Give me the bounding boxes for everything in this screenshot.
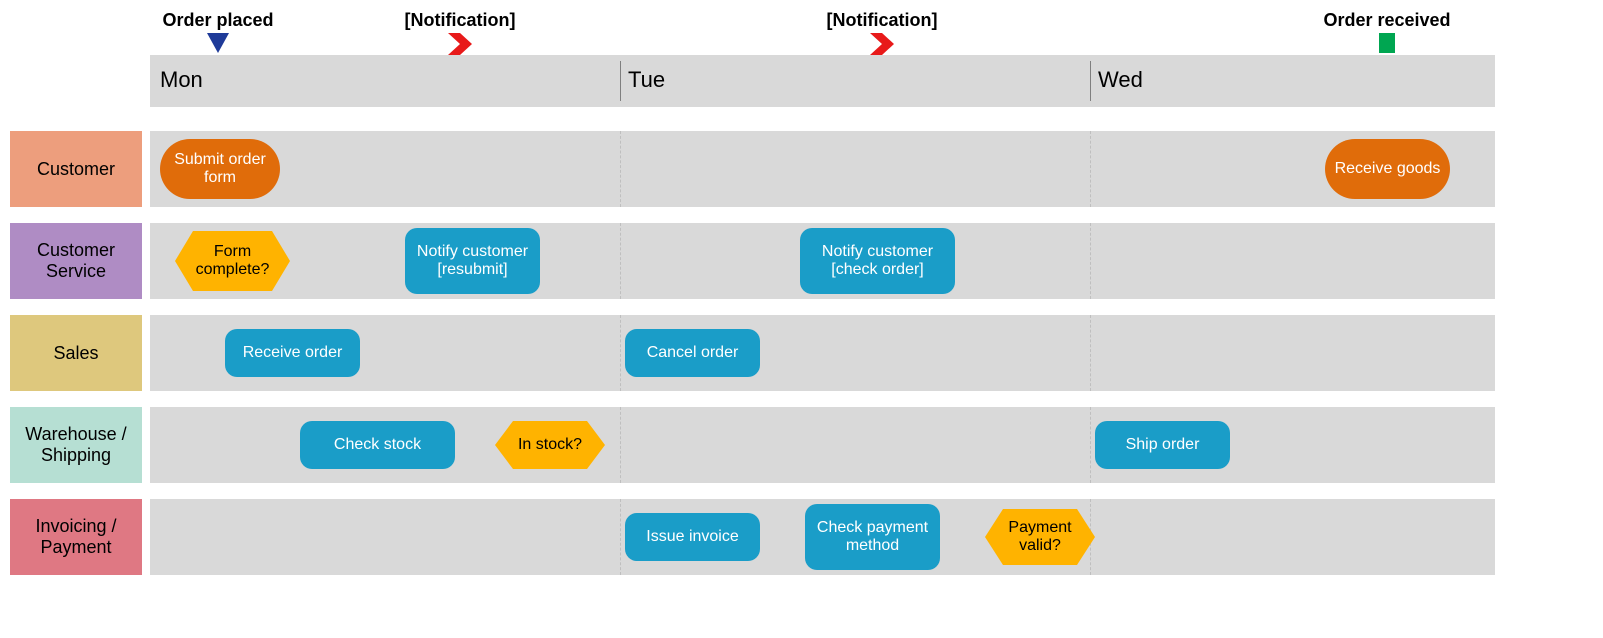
lane-day-separator [620, 315, 621, 391]
timeline-day-separator [1090, 61, 1091, 101]
task-label: Notify customer [check order] [806, 243, 949, 280]
task-label: Cancel order [647, 344, 739, 362]
task-rect: Cancel order [625, 329, 760, 377]
task-label: Issue invoice [646, 528, 739, 546]
milestone-chevron-icon [870, 33, 894, 60]
task-hexagon: Payment valid? [985, 509, 1095, 565]
swimlane-track [150, 131, 1495, 207]
lane-day-separator [620, 131, 621, 207]
task-rect: Receive order [225, 329, 360, 377]
task-pill: Receive goods [1325, 139, 1450, 199]
task-rect: Check stock [300, 421, 455, 469]
task-label: In stock? [518, 436, 582, 454]
milestone-label: [Notification] [405, 10, 516, 31]
task-label: Submit order form [166, 151, 274, 188]
task-rect: Notify customer [resubmit] [405, 228, 540, 294]
swimlane-label: Customer [10, 131, 142, 207]
milestone-triangle-icon [207, 33, 229, 58]
lane-day-separator [620, 407, 621, 483]
task-rect: Issue invoice [625, 513, 760, 561]
task-label: Notify customer [resubmit] [411, 243, 534, 280]
timeline-day-label: Wed [1098, 67, 1143, 93]
milestone-label: Order placed [162, 10, 273, 31]
milestone-square-icon [1379, 33, 1395, 58]
lane-day-separator [1090, 131, 1091, 207]
task-label: Ship order [1126, 436, 1200, 454]
task-rect: Check payment method [805, 504, 940, 570]
task-rect: Notify customer [check order] [800, 228, 955, 294]
timeline-header [150, 55, 1495, 107]
swimlane-label: Warehouse / Shipping [10, 407, 142, 483]
lane-day-separator [1090, 315, 1091, 391]
task-hexagon: Form complete? [175, 231, 290, 291]
task-label: Receive order [243, 344, 343, 362]
milestone-chevron-icon [448, 33, 472, 60]
task-label: Form complete? [181, 243, 284, 280]
swimlane-label: Invoicing / Payment [10, 499, 142, 575]
lane-day-separator [1090, 223, 1091, 299]
task-pill: Submit order form [160, 139, 280, 199]
milestone-label: Order received [1323, 10, 1450, 31]
swimlane-label: Sales [10, 315, 142, 391]
task-label: Payment valid? [991, 519, 1089, 556]
milestone-label: [Notification] [827, 10, 938, 31]
timeline-day-label: Tue [628, 67, 665, 93]
task-label: Receive goods [1335, 160, 1441, 178]
task-label: Check stock [334, 436, 421, 454]
timeline-day-separator [620, 61, 621, 101]
task-hexagon: In stock? [495, 421, 605, 469]
swimlane-timeline-diagram: Mon Tue Wed Order placed [Notification] [Noti… [0, 0, 1603, 638]
lane-day-separator [620, 499, 621, 575]
task-label: Check payment method [811, 519, 934, 556]
lane-day-separator [1090, 407, 1091, 483]
timeline-day-label: Mon [160, 67, 203, 93]
swimlane-label: Customer Service [10, 223, 142, 299]
lane-day-separator [620, 223, 621, 299]
task-rect: Ship order [1095, 421, 1230, 469]
